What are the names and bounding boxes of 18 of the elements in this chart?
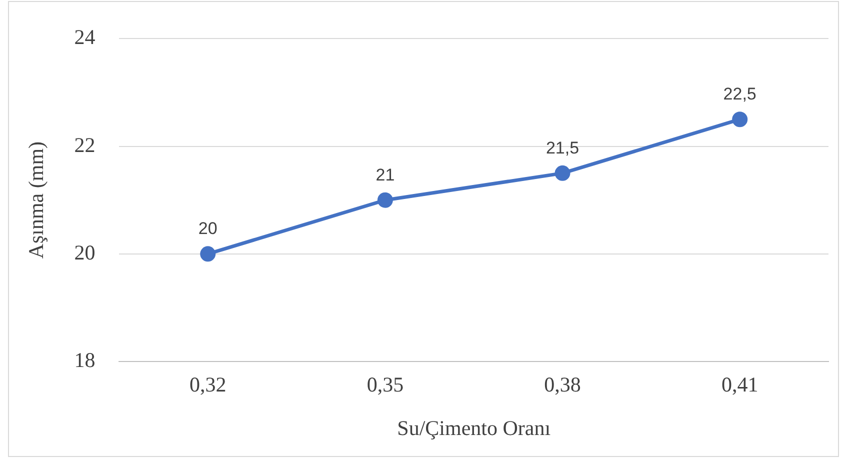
data-label: 20 bbox=[198, 219, 218, 238]
y-tick-label: 22 bbox=[74, 132, 96, 157]
x-tick-label: 0,32 bbox=[189, 372, 226, 397]
x-tick-label: 0,41 bbox=[721, 372, 758, 397]
y-tick-label: 18 bbox=[74, 348, 96, 372]
point bbox=[554, 165, 570, 181]
y-tick-label: 24 bbox=[74, 25, 96, 50]
point bbox=[377, 192, 393, 208]
data-label: 21,5 bbox=[546, 138, 580, 158]
x-tick-label: 0,38 bbox=[544, 372, 581, 397]
x-tick-label: 0,35 bbox=[366, 372, 404, 397]
y-axis-title: Aşınma (mm) bbox=[24, 141, 48, 259]
point bbox=[200, 246, 216, 262]
point bbox=[732, 112, 748, 128]
y-tick-label: 20 bbox=[74, 240, 96, 264]
x-axis-title: Su/Çimento Oranı bbox=[397, 416, 551, 440]
data-label: 22,5 bbox=[723, 84, 756, 104]
data-label: 21 bbox=[376, 165, 395, 184]
